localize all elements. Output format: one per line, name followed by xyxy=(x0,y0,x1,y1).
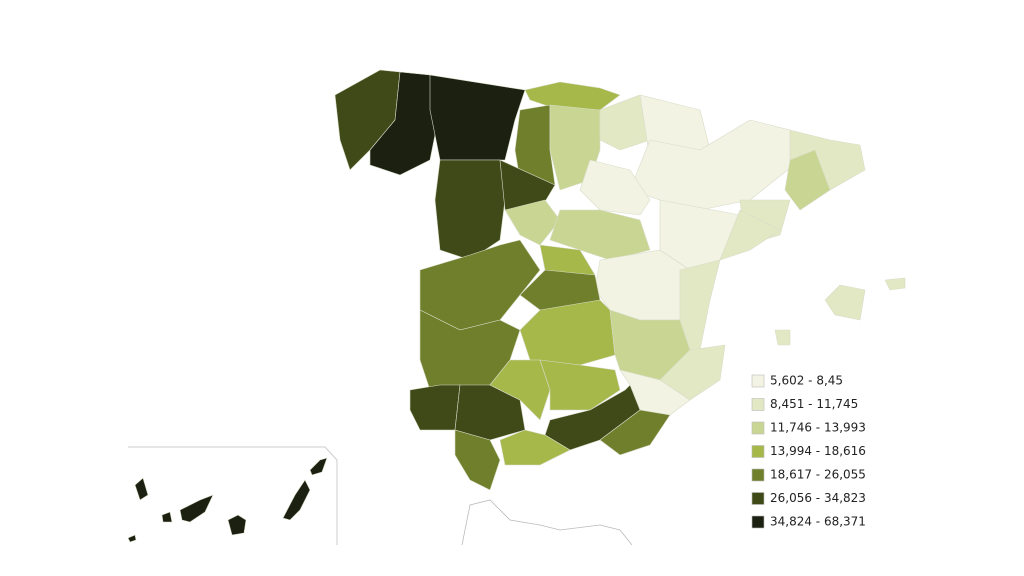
province xyxy=(579,159,651,216)
province xyxy=(539,359,621,411)
legend-label: 34,824 - 68,371 xyxy=(770,515,866,529)
province xyxy=(282,479,311,521)
canary-frame xyxy=(128,446,338,545)
province xyxy=(774,329,791,346)
province xyxy=(524,81,621,111)
legend-swatch xyxy=(751,492,765,505)
legend: 5,602 - 8,45 8,451 - 11,745 11,746 - 13,99… xyxy=(751,374,866,529)
province xyxy=(824,284,866,321)
legend-label: 5,602 - 8,45 xyxy=(770,374,843,388)
province xyxy=(659,344,726,401)
legend-swatch xyxy=(751,515,765,529)
legend-swatch xyxy=(751,374,765,388)
province xyxy=(454,429,501,491)
legend-swatch xyxy=(751,398,765,411)
legend-label: 13,994 - 18,616 xyxy=(770,444,866,458)
province xyxy=(504,199,561,246)
provinces xyxy=(127,69,906,543)
province xyxy=(409,384,461,431)
province xyxy=(784,149,831,211)
province xyxy=(179,494,214,523)
province xyxy=(419,239,541,331)
province xyxy=(161,511,173,523)
province xyxy=(434,159,506,261)
province xyxy=(499,429,571,466)
province xyxy=(127,534,137,543)
legend-swatch xyxy=(751,421,765,435)
legend-swatch xyxy=(751,468,765,482)
legend-swatch xyxy=(751,445,765,458)
province xyxy=(519,299,616,366)
legend-label: 18,617 - 26,055 xyxy=(770,468,866,482)
legend-label: 11,746 - 13,993 xyxy=(770,421,866,435)
province xyxy=(134,477,149,501)
province xyxy=(429,74,526,161)
legend-label: 26,056 - 34,823 xyxy=(770,491,866,505)
province xyxy=(719,209,781,261)
province xyxy=(309,457,328,476)
africa-coast xyxy=(461,499,633,546)
legend-label: 8,451 - 11,745 xyxy=(770,397,858,411)
province xyxy=(599,409,671,456)
province xyxy=(884,277,906,291)
province xyxy=(679,259,721,351)
province xyxy=(227,514,247,536)
